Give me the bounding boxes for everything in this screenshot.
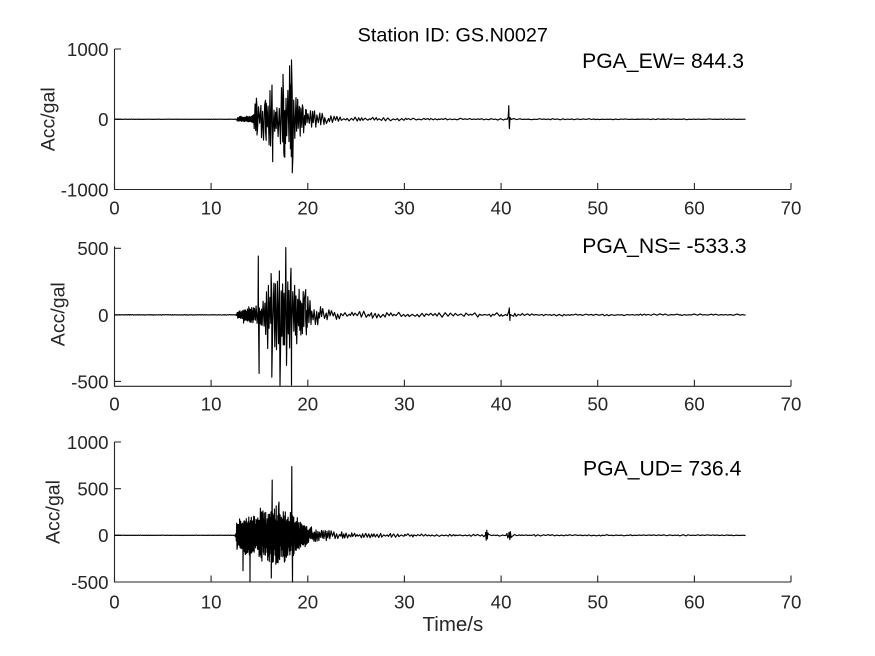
svg-text:500: 500 bbox=[77, 238, 108, 259]
svg-text:-1000: -1000 bbox=[61, 179, 109, 200]
svg-text:10: 10 bbox=[201, 592, 222, 613]
svg-text:70: 70 bbox=[781, 592, 802, 613]
svg-text:40: 40 bbox=[491, 394, 512, 415]
svg-text:20: 20 bbox=[297, 592, 318, 613]
svg-text:0: 0 bbox=[109, 592, 119, 613]
svg-text:0: 0 bbox=[98, 305, 108, 326]
svg-text:500: 500 bbox=[77, 479, 108, 500]
svg-text:40: 40 bbox=[491, 592, 512, 613]
svg-text:0: 0 bbox=[98, 109, 108, 130]
svg-text:70: 70 bbox=[781, 394, 802, 415]
svg-text:20: 20 bbox=[297, 198, 318, 219]
svg-text:Acc/gal: Acc/gal bbox=[37, 87, 59, 151]
svg-text:60: 60 bbox=[684, 394, 705, 415]
svg-text:50: 50 bbox=[587, 198, 608, 219]
svg-text:Station ID: GS.N0027: Station ID: GS.N0027 bbox=[358, 24, 548, 46]
svg-text:-500: -500 bbox=[71, 572, 108, 593]
svg-text:PGA_NS= -533.3: PGA_NS= -533.3 bbox=[582, 235, 746, 258]
svg-text:0: 0 bbox=[109, 198, 119, 219]
svg-text:30: 30 bbox=[394, 394, 415, 415]
svg-text:-500: -500 bbox=[71, 371, 108, 392]
svg-text:30: 30 bbox=[394, 592, 415, 613]
svg-text:20: 20 bbox=[297, 394, 318, 415]
svg-text:PGA_UD= 736.4: PGA_UD= 736.4 bbox=[583, 458, 742, 481]
svg-text:40: 40 bbox=[491, 198, 512, 219]
svg-text:60: 60 bbox=[684, 592, 705, 613]
svg-text:10: 10 bbox=[201, 198, 222, 219]
svg-text:Acc/gal: Acc/gal bbox=[48, 282, 70, 346]
svg-text:10: 10 bbox=[201, 394, 222, 415]
svg-text:0: 0 bbox=[98, 525, 108, 546]
svg-text:PGA_EW= 844.3: PGA_EW= 844.3 bbox=[582, 50, 744, 73]
svg-text:70: 70 bbox=[781, 198, 802, 219]
svg-text:60: 60 bbox=[684, 198, 705, 219]
svg-text:Acc/gal: Acc/gal bbox=[43, 480, 65, 544]
svg-text:0: 0 bbox=[109, 394, 119, 415]
svg-text:30: 30 bbox=[394, 198, 415, 219]
svg-text:Time/s: Time/s bbox=[423, 613, 484, 636]
svg-text:50: 50 bbox=[587, 394, 608, 415]
svg-text:1000: 1000 bbox=[67, 39, 109, 60]
svg-text:1000: 1000 bbox=[67, 432, 109, 453]
svg-text:50: 50 bbox=[587, 592, 608, 613]
